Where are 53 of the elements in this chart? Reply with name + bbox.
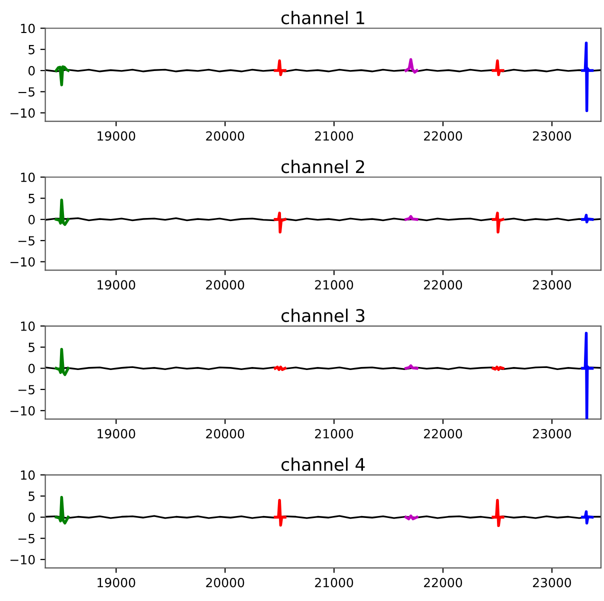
x-tick-label: 23000 (532, 280, 571, 290)
y-tick-label: −10 (10, 406, 35, 416)
x-tick-label: 20000 (206, 131, 244, 141)
x-tick-label: 20000 (206, 280, 244, 290)
y-tick-label: 10 (21, 172, 35, 182)
line-series (54, 496, 70, 524)
x-tick-label: 23000 (532, 131, 571, 141)
x-tick-label: 19000 (98, 131, 136, 141)
line-series (581, 332, 594, 420)
x-tick-label: 20000 (206, 429, 244, 438)
y-tick-label: 0 (28, 214, 35, 224)
x-tick-label: 19000 (98, 429, 136, 438)
y-tick-label: 5 (28, 194, 34, 204)
line-series (581, 214, 594, 224)
chart-title: channel 4 (281, 458, 365, 471)
chart-title: channel 3 (281, 308, 364, 322)
y-tick-label: −5 (18, 87, 34, 97)
y-tick-label: 10 (21, 321, 35, 331)
y-tick-label: 5 (28, 45, 34, 54)
x-tick-label: 20000 (206, 578, 244, 588)
y-tick-label: −10 (10, 257, 35, 267)
y-tick-label: −10 (10, 108, 35, 118)
chart-title: channel 1 (281, 10, 364, 24)
y-tick-label: 10 (21, 24, 35, 34)
y-tick-label: 5 (28, 492, 34, 501)
y-tick-label: 5 (28, 342, 34, 352)
chart-title: channel 2 (281, 160, 364, 174)
y-tick-label: 0 (28, 364, 35, 374)
line-series (54, 348, 70, 376)
line-series (54, 198, 70, 226)
y-tick-label: −5 (18, 236, 34, 246)
x-tick-label: 19000 (98, 578, 136, 588)
x-tick-label: 22000 (424, 131, 462, 141)
line-series (404, 58, 418, 74)
x-tick-label: 21000 (315, 131, 354, 141)
y-tick-label: −5 (18, 534, 34, 544)
line-series (581, 42, 594, 112)
y-tick-label: 0 (28, 512, 35, 522)
y-tick-label: −5 (18, 385, 34, 394)
line-series (54, 65, 70, 86)
x-tick-label: 21000 (315, 578, 354, 588)
line-series (581, 510, 594, 524)
x-tick-label: 23000 (532, 429, 571, 438)
y-tick-label: 10 (21, 470, 35, 480)
x-tick-label: 23000 (532, 578, 571, 588)
x-tick-label: 19000 (98, 280, 136, 290)
x-tick-label: 21000 (315, 280, 354, 290)
x-tick-label: 22000 (424, 429, 462, 438)
x-tick-label: 22000 (424, 280, 462, 290)
y-tick-label: 0 (28, 66, 35, 76)
y-tick-label: −10 (10, 554, 35, 564)
x-tick-label: 21000 (315, 429, 354, 438)
x-tick-label: 22000 (424, 578, 462, 588)
